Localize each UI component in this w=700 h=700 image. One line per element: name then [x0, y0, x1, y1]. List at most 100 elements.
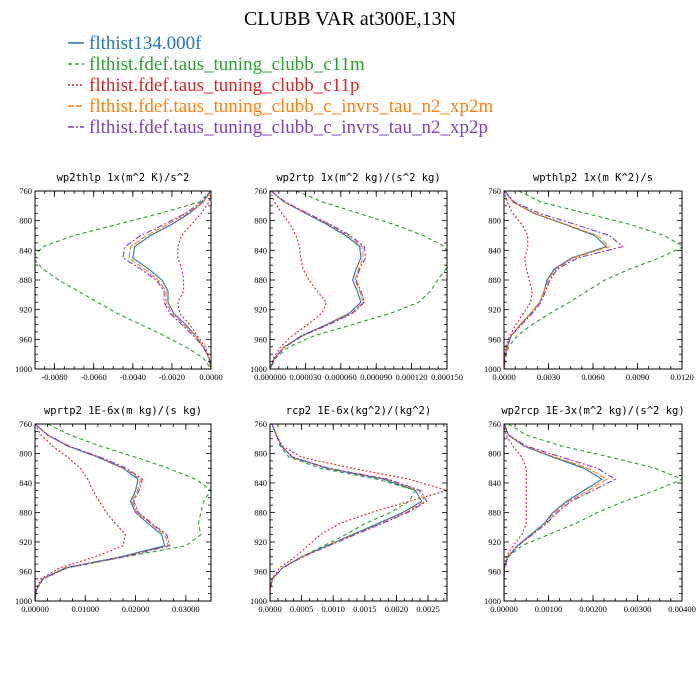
- x-tick-label: 0.00200: [579, 604, 607, 614]
- series-group: [35, 424, 211, 601]
- plot-frame: [503, 423, 683, 602]
- x-tick-label: 0.0005: [290, 604, 313, 614]
- panel-title: rcp2 1E-6x(kg^2)/(kg^2): [286, 405, 431, 417]
- series-line-4: [504, 191, 611, 369]
- y-tick-label: 760: [254, 186, 267, 196]
- y-tick-label: 1000: [250, 596, 267, 606]
- series-line-3: [177, 191, 211, 369]
- y-tick-label: 880: [254, 275, 267, 285]
- series-group: [35, 191, 211, 369]
- x-tick-label: -0.0080: [41, 372, 67, 382]
- series-line-1: [504, 191, 608, 369]
- y-tick-label: 800: [19, 449, 32, 459]
- panel-title: wp2rcp 1E-3x(m^2 kg)/(s^2 kg): [501, 405, 684, 417]
- series-line-3: [270, 424, 447, 601]
- plot-frame: [34, 190, 212, 370]
- y-tick-label: 840: [19, 478, 32, 488]
- chart-panel-3: wpthlp2 1x(m K^2)/s 760 800 840 880 920 960 100…: [484, 172, 694, 382]
- series-line-2: [35, 191, 211, 369]
- y-tick-label: 960: [254, 567, 267, 577]
- series-group: [270, 424, 447, 601]
- y-tick-label: 920: [19, 305, 32, 315]
- y-tick-label: 960: [254, 334, 267, 344]
- y-tick-label: 1000: [15, 364, 32, 374]
- y-tick-label: 920: [488, 305, 501, 315]
- x-tick-label: -0.0020: [159, 372, 185, 382]
- y-tick-label: 800: [19, 216, 32, 226]
- y-tick-label: 840: [254, 245, 267, 255]
- series-line-1: [270, 424, 423, 601]
- series-line-5: [504, 191, 624, 369]
- x-tick-label: 0.0060: [581, 372, 604, 382]
- y-tick-label: 1000: [484, 596, 501, 606]
- y-tick-label: 760: [488, 186, 501, 196]
- plot-frame: [34, 423, 212, 602]
- y-tick-label: 880: [19, 275, 32, 285]
- series-line-2: [270, 191, 447, 369]
- x-tick-label: 0.0120: [670, 372, 693, 382]
- chart-panel-1: wp2thlp 1x(m^2 K)/s^2 760 800 840 880 920 960 1…: [15, 172, 223, 382]
- x-tick-label: 0.0000: [199, 372, 222, 382]
- x-tick-label: 0.0025: [416, 604, 439, 614]
- x-tick-label: 0.02000: [122, 604, 150, 614]
- legend-item: flthist.fdef.taus_tuning_clubb_c11m: [68, 54, 365, 75]
- chart-panel-2: wp2rtp 1x(m^2 kg)/(s^2 kg) 760 800 840 880 92…: [250, 172, 463, 382]
- x-tick-label: 0.000120: [396, 372, 428, 382]
- y-tick-label: 1000: [15, 596, 32, 606]
- legend-item: flthist.fdef.taus_tuning_clubb_c_invrs_t…: [68, 96, 493, 117]
- series-line-3: [504, 424, 527, 601]
- series-line-2: [270, 424, 417, 601]
- y-tick-label: 920: [19, 537, 32, 547]
- x-tick-label: 0.000090: [360, 372, 392, 382]
- chart-panel-5: rcp2 1E-6x(kg^2)/(kg^2) 760 800 840 880 920 96…: [250, 405, 448, 614]
- x-tick-label: 0.0000: [492, 372, 515, 382]
- legend-label-3: flthist.fdef.taus_tuning_clubb_c11p: [89, 75, 360, 96]
- plot-frame: [269, 190, 448, 370]
- y-tick-label: 800: [488, 216, 501, 226]
- x-tick-label: 0.000030: [289, 372, 321, 382]
- y-tick-label: 840: [254, 478, 267, 488]
- y-tick-label: 880: [254, 508, 267, 518]
- legend-item: flthist.fdef.taus_tuning_clubb_c_invrs_t…: [68, 117, 488, 138]
- series-line-3: [504, 191, 533, 369]
- series-line-4: [35, 424, 170, 601]
- series-line-5: [270, 191, 367, 369]
- y-tick-label: 760: [254, 419, 267, 429]
- x-tick-label: 0.000150: [431, 372, 463, 382]
- x-tick-label: 0.0015: [353, 604, 376, 614]
- x-tick-label: 0.0030: [537, 372, 560, 382]
- series-line-5: [122, 191, 211, 369]
- series-group: [270, 191, 447, 369]
- y-tick-label: 920: [254, 537, 267, 547]
- x-tick-label: 0.00000: [490, 604, 518, 614]
- y-tick-label: 840: [488, 478, 501, 488]
- series-line-2: [35, 424, 211, 601]
- x-tick-label: 0.00000: [21, 604, 49, 614]
- series-line-1: [504, 424, 603, 601]
- legend-item: flthist134.000f: [68, 33, 202, 54]
- legend-label-5: flthist.fdef.taus_tuning_clubb_c_invrs_t…: [89, 117, 488, 138]
- y-tick-label: 920: [254, 305, 267, 315]
- y-tick-label: 920: [488, 537, 501, 547]
- series-line-5: [35, 424, 171, 601]
- y-tick-label: 840: [19, 245, 32, 255]
- x-tick-label: 0.0000: [258, 604, 281, 614]
- x-tick-label: -0.0040: [120, 372, 146, 382]
- y-tick-label: 840: [488, 245, 501, 255]
- y-tick-label: 960: [19, 334, 32, 344]
- y-tick-label: 760: [19, 186, 32, 196]
- y-tick-label: 960: [488, 334, 501, 344]
- x-tick-label: 0.000060: [325, 372, 357, 382]
- plot-frame: [503, 190, 683, 370]
- panel-title: wp2thlp 1x(m^2 K)/s^2: [57, 172, 190, 184]
- legend: flthist134.000f flthist.fdef.taus_tuning…: [68, 33, 493, 138]
- chart-panels: wp2thlp 1x(m^2 K)/s^2 760 800 840 880 920 960 1…: [15, 172, 696, 614]
- series-line-1: [35, 424, 166, 601]
- legend-item: flthist.fdef.taus_tuning_clubb_c11p: [68, 75, 360, 96]
- y-tick-label: 760: [19, 419, 32, 429]
- x-tick-label: 0.0010: [322, 604, 345, 614]
- panel-title: wpthlp2 1x(m K^2)/s: [533, 172, 653, 184]
- x-tick-label: 0.03000: [172, 604, 200, 614]
- y-tick-label: 960: [19, 567, 32, 577]
- legend-label-1: flthist134.000f: [89, 33, 202, 54]
